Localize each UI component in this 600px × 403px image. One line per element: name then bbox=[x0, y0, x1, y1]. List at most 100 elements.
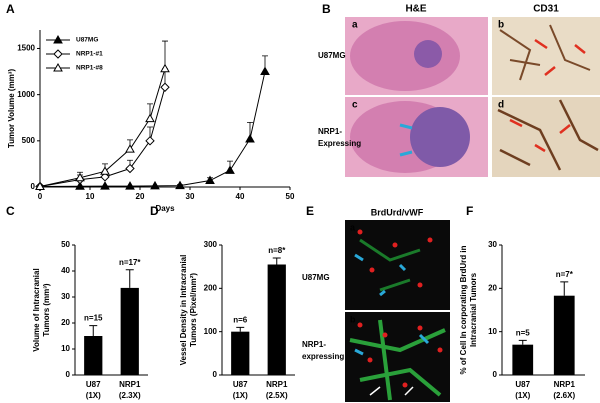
error-bar bbox=[518, 339, 527, 345]
y-tick-label: 0 bbox=[213, 370, 218, 379]
y-tick-label: 500 bbox=[22, 136, 36, 145]
bar bbox=[231, 331, 250, 375]
cd31-image-d bbox=[492, 97, 600, 177]
y-tick-label: 100 bbox=[204, 327, 218, 336]
y-axis-label: Vessel Density in Intracranial bbox=[179, 255, 188, 366]
marker bbox=[125, 163, 135, 174]
y-tick-label: 30 bbox=[488, 240, 497, 249]
marker bbox=[175, 180, 185, 190]
x-tick-label: 40 bbox=[236, 192, 245, 201]
marker bbox=[125, 181, 135, 190]
marker bbox=[100, 181, 110, 190]
row-label: Expressing bbox=[318, 139, 361, 148]
row-label: U87MG bbox=[302, 273, 330, 282]
y-tick-label: 50 bbox=[61, 240, 70, 249]
series-line bbox=[39, 68, 166, 188]
marker bbox=[100, 166, 110, 175]
marker bbox=[125, 144, 135, 153]
y-tick-label: 20 bbox=[61, 318, 70, 327]
y-tick-label: 200 bbox=[204, 283, 218, 292]
image-tag: c bbox=[352, 100, 358, 111]
y-tick-label: 1500 bbox=[17, 44, 35, 53]
y-axis-label: % of Cell In corporating BrdUrd in bbox=[459, 245, 468, 374]
x-tick-label: NRP1 bbox=[119, 380, 141, 389]
x-tick-label: 20 bbox=[136, 192, 145, 201]
x-axis-label: Days bbox=[155, 204, 175, 213]
marker bbox=[205, 175, 215, 185]
row-label: NRP1- bbox=[318, 127, 342, 136]
column-title: H&E bbox=[405, 4, 426, 15]
y-axis-label: Tumors (Pixel/mm²) bbox=[189, 273, 198, 347]
legend-marker bbox=[53, 34, 63, 44]
error-bar bbox=[236, 326, 245, 332]
x-tick-label: 50 bbox=[286, 192, 295, 201]
marker bbox=[145, 136, 155, 146]
panel-label: A bbox=[6, 2, 15, 16]
y-tick-label: 0 bbox=[493, 370, 498, 379]
legend-marker bbox=[53, 49, 63, 59]
bar-annotation: n=15 bbox=[84, 314, 103, 323]
he-image-a bbox=[345, 17, 488, 95]
marker bbox=[160, 63, 170, 73]
marker bbox=[35, 181, 45, 191]
error-bar bbox=[272, 257, 281, 265]
bar bbox=[512, 344, 534, 375]
x-tick-label: 30 bbox=[186, 192, 195, 201]
x-tick-label: U87 bbox=[515, 380, 530, 389]
panel-label: F bbox=[466, 204, 473, 218]
x-tick-label: (2.6X) bbox=[553, 391, 575, 400]
y-tick-label: 0 bbox=[31, 182, 36, 191]
error-bar bbox=[125, 269, 134, 288]
x-tick-label: 0 bbox=[38, 192, 43, 201]
image-tag: a bbox=[352, 20, 358, 31]
y-tick-label: 20 bbox=[488, 283, 497, 292]
marker bbox=[150, 180, 160, 190]
bar bbox=[84, 336, 103, 375]
bar bbox=[267, 264, 286, 375]
legend-label: U87MG bbox=[76, 37, 98, 44]
bar bbox=[553, 295, 575, 375]
y-tick-label: 30 bbox=[61, 292, 70, 301]
cd31-image-b bbox=[492, 17, 600, 95]
error-bar bbox=[89, 325, 98, 336]
marker bbox=[225, 165, 235, 174]
image-tag: b bbox=[350, 314, 356, 324]
bar-annotation: n=17* bbox=[119, 258, 141, 267]
y-axis-label: Tumor Volume (mm³) bbox=[7, 69, 16, 149]
image-title: BrdUrd/vWF bbox=[371, 207, 424, 217]
bar bbox=[120, 287, 139, 375]
marker bbox=[75, 181, 85, 190]
bar-annotation: n=8* bbox=[268, 246, 286, 255]
y-tick-label: 0 bbox=[66, 370, 71, 379]
panel-label: B bbox=[322, 2, 331, 16]
legend-label: NRP1-#8 bbox=[76, 65, 103, 72]
panel-label: C bbox=[6, 204, 15, 218]
series-line bbox=[39, 87, 166, 188]
error-bar bbox=[560, 281, 569, 296]
y-tick-label: 1000 bbox=[17, 90, 35, 99]
marker bbox=[75, 172, 85, 182]
row-label: U87MG bbox=[318, 51, 346, 60]
y-axis-label: Tumors (mm³) bbox=[42, 283, 51, 337]
x-tick-label: NRP1 bbox=[554, 380, 576, 389]
y-tick-label: 10 bbox=[61, 344, 70, 353]
image-tag: a bbox=[350, 222, 356, 232]
x-tick-label: (2.5X) bbox=[266, 391, 288, 400]
image-tag: d bbox=[498, 100, 504, 111]
marker bbox=[100, 172, 110, 182]
bar-annotation: n=5 bbox=[516, 328, 531, 337]
x-tick-label: (1X) bbox=[233, 391, 248, 400]
marker bbox=[260, 66, 270, 76]
image-tag: b bbox=[498, 20, 504, 31]
marker bbox=[245, 133, 255, 143]
x-tick-label: (1X) bbox=[515, 391, 530, 400]
x-tick-label: NRP1 bbox=[266, 380, 288, 389]
column-title: CD31 bbox=[533, 4, 559, 15]
bar-annotation: n=7* bbox=[556, 270, 574, 279]
row-label: expressing bbox=[302, 352, 344, 361]
panel-label: E bbox=[306, 204, 314, 218]
y-tick-label: 40 bbox=[61, 266, 70, 275]
x-tick-label: U87 bbox=[233, 380, 248, 389]
y-axis-label: Volume of Intracranial bbox=[32, 268, 41, 351]
